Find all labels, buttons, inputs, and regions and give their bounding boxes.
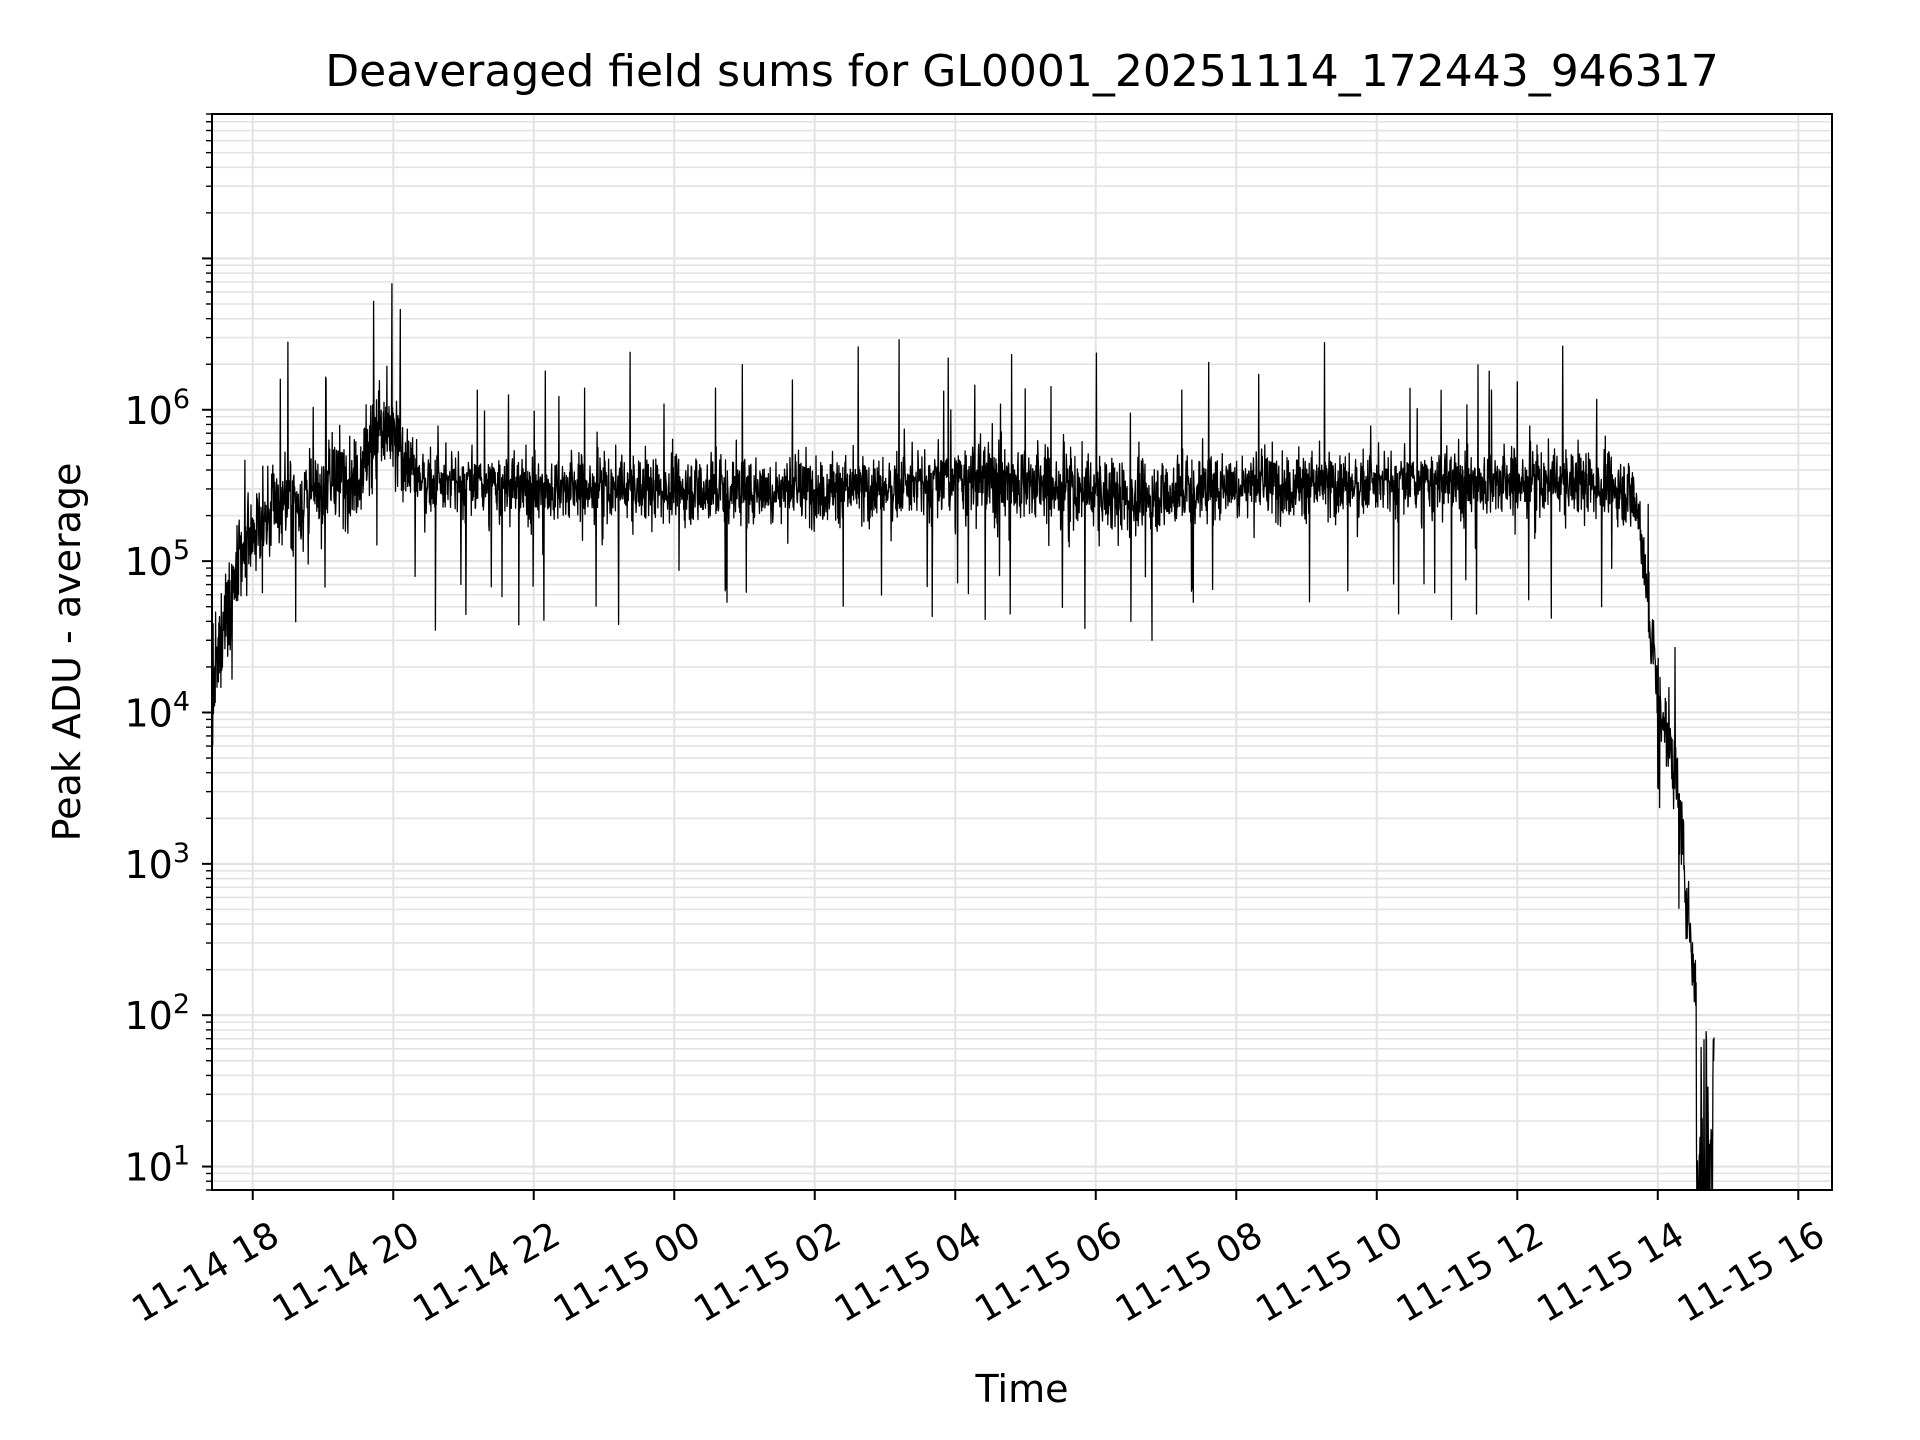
x-axis-label: Time (975, 1367, 1069, 1411)
y-tick-label: 105 (124, 535, 190, 584)
x-tick-label: 11-15 02 (687, 1214, 848, 1330)
y-tick-label: 101 (124, 1141, 190, 1190)
x-tick-label: 11-14 20 (266, 1214, 427, 1330)
y-axis: 101 102 103 104 105 106 (124, 113, 212, 1191)
data-series (211, 283, 1715, 1191)
x-tick-label: 11-15 08 (1109, 1214, 1270, 1330)
y-tick-label: 104 (124, 686, 190, 735)
y-tick-label: 106 (124, 384, 190, 433)
x-tick-label: 11-14 22 (406, 1214, 567, 1330)
x-tick-label: 11-15 06 (968, 1214, 1129, 1330)
grid (212, 113, 1832, 1191)
x-tick-label: 11-15 16 (1671, 1214, 1832, 1330)
y-axis-label: Peak ADU - average (45, 463, 89, 842)
x-tick-label: 11-15 14 (1530, 1214, 1691, 1330)
y-tick-label: 102 (124, 989, 190, 1038)
x-tick-label: 11-15 10 (1249, 1214, 1410, 1330)
x-tick-label: 11-14 18 (125, 1214, 286, 1330)
series-line (211, 283, 1715, 1191)
y-tick-label: 103 (124, 838, 190, 887)
x-tick-label: 11-15 12 (1390, 1214, 1551, 1330)
x-tick-label: 11-15 04 (828, 1214, 989, 1330)
x-tick-label: 11-15 00 (547, 1214, 708, 1330)
chart-title: Deaveraged field sums for GL0001_2025111… (325, 46, 1718, 97)
plot-area-frame (211, 113, 1833, 1191)
